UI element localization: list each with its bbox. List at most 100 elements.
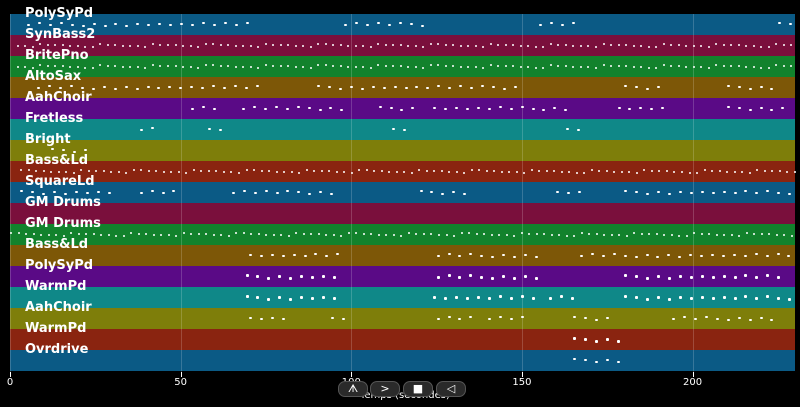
note xyxy=(281,318,285,321)
note xyxy=(605,338,609,342)
track-lane xyxy=(10,245,795,266)
note xyxy=(355,22,359,25)
note xyxy=(146,86,150,88)
note xyxy=(157,87,161,90)
note xyxy=(662,64,665,67)
note xyxy=(265,233,268,236)
note xyxy=(572,44,575,47)
note xyxy=(268,170,271,173)
note xyxy=(667,254,671,257)
note xyxy=(340,234,343,237)
note xyxy=(426,87,430,89)
note xyxy=(542,109,546,111)
note xyxy=(543,233,546,236)
note xyxy=(280,234,283,237)
note xyxy=(294,44,297,47)
note xyxy=(605,170,608,173)
note xyxy=(616,360,620,363)
note xyxy=(601,254,605,257)
note xyxy=(625,234,628,237)
note xyxy=(37,87,41,89)
note xyxy=(415,85,419,88)
note xyxy=(661,106,665,109)
note xyxy=(753,232,756,235)
note xyxy=(218,129,222,132)
note xyxy=(534,45,537,48)
note xyxy=(275,191,279,194)
note xyxy=(287,234,290,237)
note xyxy=(155,170,158,173)
note xyxy=(122,235,125,237)
note xyxy=(132,169,135,171)
note xyxy=(491,86,495,89)
note xyxy=(485,169,488,172)
note xyxy=(459,44,462,47)
note xyxy=(39,64,42,67)
note xyxy=(602,64,605,67)
note xyxy=(70,23,74,26)
grid-line xyxy=(180,14,182,372)
note xyxy=(715,43,718,46)
grid-line xyxy=(521,14,523,372)
rewind-icon[interactable]: ◁ xyxy=(436,381,466,397)
note xyxy=(392,44,395,46)
note xyxy=(227,234,230,237)
note xyxy=(683,316,687,319)
note xyxy=(325,254,329,257)
play-icon[interactable]: ᗑ xyxy=(338,381,368,397)
note xyxy=(657,275,661,279)
note xyxy=(508,171,511,173)
note xyxy=(76,45,79,48)
note xyxy=(121,44,124,47)
grid-line xyxy=(692,14,694,372)
note xyxy=(46,43,49,46)
note xyxy=(117,171,120,174)
track-label: GM Drums xyxy=(25,195,101,210)
note xyxy=(151,43,154,46)
note xyxy=(480,254,484,257)
track-area: PolySyPd SynBass2 BritePno AltoSax AahChoir F… xyxy=(10,7,796,372)
note xyxy=(755,296,759,300)
note xyxy=(700,255,704,258)
note xyxy=(259,255,263,258)
note xyxy=(483,233,486,236)
note xyxy=(595,233,598,236)
note xyxy=(624,295,628,298)
note xyxy=(759,317,763,320)
note xyxy=(752,66,755,69)
stop-icon[interactable]: ■ xyxy=(403,381,433,397)
x-tick xyxy=(180,372,182,377)
note xyxy=(465,108,469,111)
note xyxy=(411,107,415,110)
note xyxy=(594,339,598,343)
note xyxy=(556,191,560,193)
note xyxy=(491,256,495,258)
note xyxy=(305,169,308,172)
forward-icon[interactable]: > xyxy=(370,381,400,397)
note xyxy=(732,253,736,256)
note xyxy=(602,43,605,46)
note xyxy=(628,171,631,174)
note xyxy=(167,65,169,67)
note xyxy=(205,233,208,236)
note xyxy=(167,234,170,237)
note xyxy=(647,45,650,48)
note xyxy=(678,275,682,278)
note xyxy=(455,295,459,299)
note xyxy=(106,43,109,46)
note xyxy=(469,253,473,256)
track-lane xyxy=(10,140,795,161)
note xyxy=(414,45,417,48)
x-tick-label: 50 xyxy=(174,377,188,388)
note xyxy=(278,275,282,279)
note xyxy=(298,171,301,174)
note xyxy=(693,317,697,320)
note xyxy=(220,234,223,237)
note xyxy=(534,66,537,69)
note xyxy=(308,192,312,195)
note xyxy=(242,108,246,110)
note xyxy=(760,233,763,235)
note xyxy=(733,192,737,194)
note xyxy=(179,22,183,25)
note xyxy=(388,23,392,26)
